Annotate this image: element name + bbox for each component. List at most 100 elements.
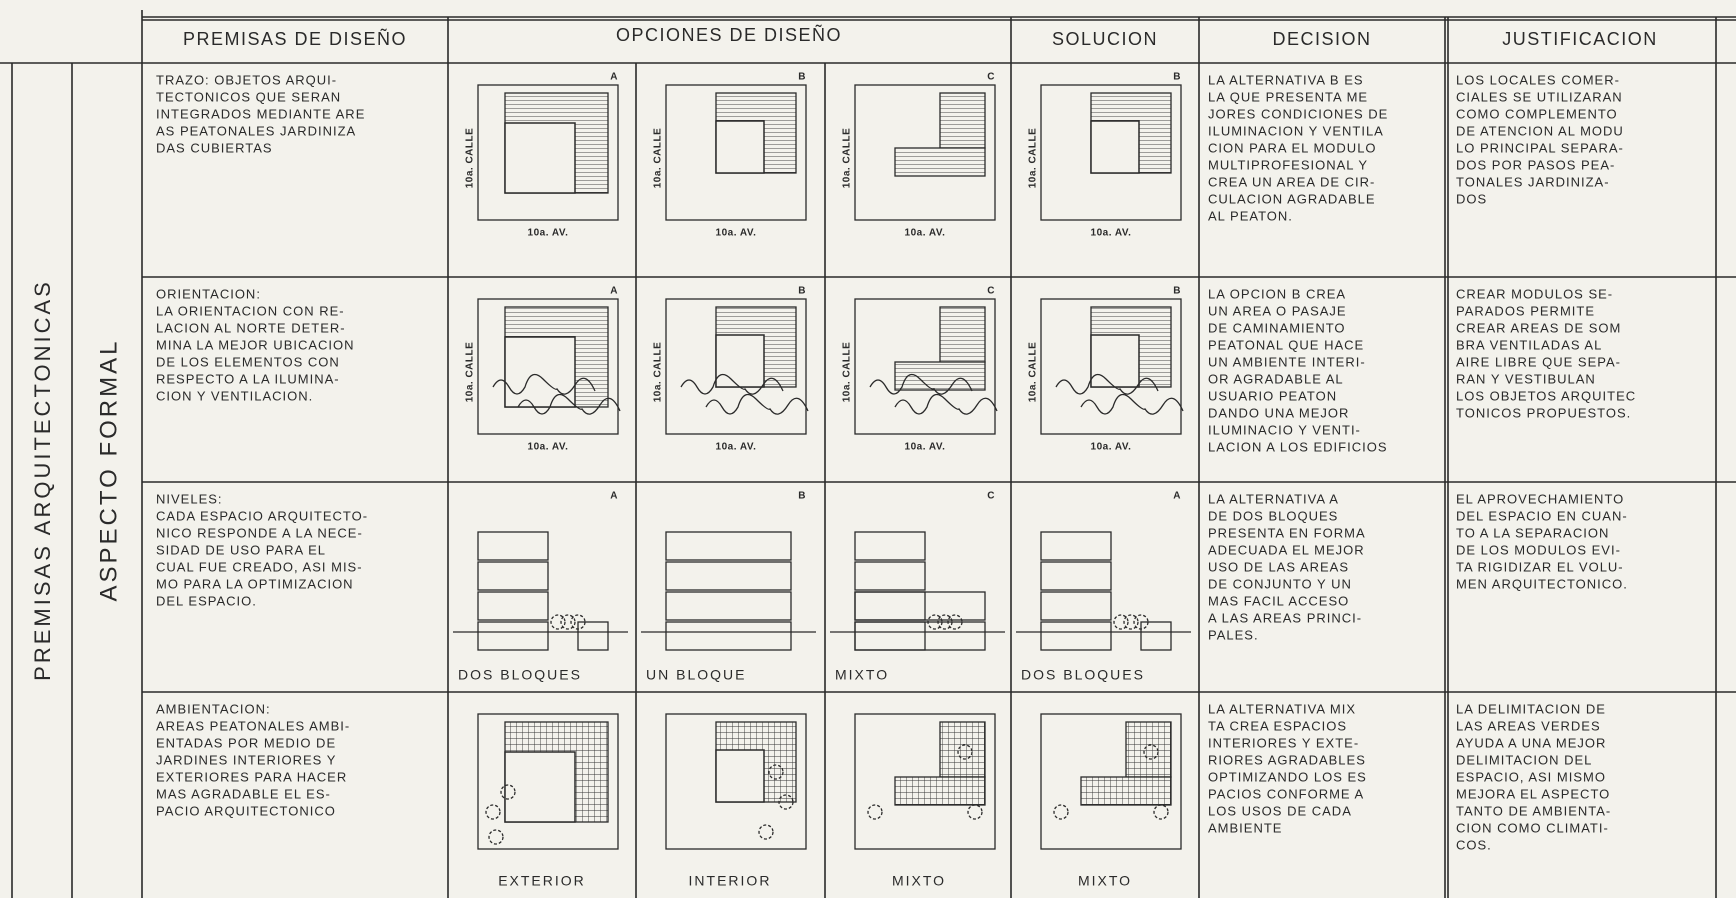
justification-text: DOS [1456,191,1487,206]
premise-text: RESPECTO A LA ILUMINA- [156,371,340,386]
premise-text: LACION AL NORTE DETER- [156,320,346,335]
premise-text: DEL ESPACIO. [156,593,257,608]
sketch-line [1080,393,1184,415]
premise-text: ORIENTACION: [156,286,261,301]
avenue-label: 10a. AV. [716,228,757,239]
justification-text: LA DELIMITACION DE [1456,701,1606,716]
tree [768,764,784,780]
floor [577,621,609,651]
floor [854,621,986,651]
street-label: 10a. CALLE [465,342,476,403]
option-letter: B [1173,286,1181,297]
floor [477,531,549,561]
open-block [1090,334,1140,388]
decision-text: PACIOS CONFORME A [1208,786,1364,801]
floor [665,531,792,561]
floor [854,591,926,621]
decision-text: LACION A LOS EDIFICIOS [1208,439,1388,454]
premise-text: AREAS PEATONALES AMBI- [156,718,350,733]
floor [665,561,792,591]
tree [927,614,943,630]
open-block [715,749,765,803]
tree [550,614,566,630]
tree [1053,804,1069,820]
decision-text: CION PARA EL MODULO [1208,140,1377,155]
decision-text: LA ALTERNATIVA MIX [1208,701,1356,716]
hatched-block [894,361,986,391]
site-outline [477,298,619,435]
site-outline [1040,298,1182,435]
decision-text: PEATONAL QUE HACE [1208,337,1364,352]
floor [1040,531,1112,561]
tree [937,614,953,630]
floor [665,621,792,651]
justification-text: RAN Y VESTIBULAN [1456,371,1596,386]
decision-text: JORES CONDICIONES DE [1208,106,1388,121]
floor [1140,621,1172,651]
header-cell: OPCIONES DE DISEÑO [616,24,842,45]
open-block [504,751,576,823]
site-outline [854,298,996,435]
tree [867,804,883,820]
justification-text: DE LOS MODULOS EVI- [1456,542,1621,557]
justification-text: PARADOS PERMITE [1456,303,1595,318]
table-lines [0,10,1736,898]
header-cell: SOLUCION [1052,29,1158,49]
premise-text: NICO RESPONDE A LA NECE- [156,525,363,540]
option-caption: MIXTO [835,667,889,683]
decision-text: AL PEATON. [1208,208,1293,223]
tree [778,794,794,810]
floor [665,591,792,621]
option-letter: C [987,491,995,502]
premise-text: TRAZO: OBJETOS ARQUI- [156,72,337,87]
decision-text: MULTIPROFESIONAL Y [1208,157,1368,172]
floor [854,561,926,591]
justification-text: ESPACIO, ASI MISMO [1456,769,1606,784]
decision-text: A LAS AREAS PRINCI- [1208,610,1362,625]
decision-text: OPTIMIZANDO LOS ES [1208,769,1367,784]
option-letter: B [798,286,806,297]
option-caption: MIXTO [1078,873,1132,889]
justification-text: LAS AREAS VERDES [1456,718,1601,733]
avenue-label: 10a. AV. [905,442,946,453]
option-caption: EXTERIOR [498,873,586,889]
avenue-label: 10a. AV. [1091,442,1132,453]
street-label: 10a. CALLE [842,342,853,403]
justification-text: EL APROVECHAMIENTO [1456,491,1624,506]
decision-text: DE DOS BLOQUES [1208,508,1338,523]
justification-text: COS. [1456,837,1492,852]
option-letter: C [987,72,995,83]
premise-text: TECTONICOS QUE SERAN [156,89,341,104]
open-block [504,122,576,194]
sketch-line [1055,373,1159,395]
justification-text: LO PRINCIPAL SEPARA- [1456,140,1624,155]
premise-text: MAS AGRADABLE EL ES- [156,786,331,801]
premise-text: EXTERIORES PARA HACER [156,769,347,784]
decision-text: LA ALTERNATIVA B ES [1208,72,1364,87]
justification-text: CIALES SE UTILIZARAN [1456,89,1623,104]
justification-text: TANTO DE AMBIENTA- [1456,803,1611,818]
street-label: 10a. CALLE [1028,128,1039,189]
justification-text: BRA VENTILADAS AL [1456,337,1602,352]
decision-text: INTERIORES Y EXTE- [1208,735,1359,750]
premise-text: JARDINES INTERIORES Y [156,752,336,767]
site-outline [854,713,996,850]
justification-text: COMO COMPLEMENTO [1456,106,1618,121]
floor [1040,561,1112,591]
open-block [715,334,765,388]
avenue-label: 10a. AV. [905,228,946,239]
site-outline [854,84,996,221]
street-label: 10a. CALLE [653,342,664,403]
tree [570,614,586,630]
avenue-label: 10a. AV. [528,442,569,453]
justification-text: TONICOS PROPUESTOS. [1456,405,1631,420]
sketch-line [492,373,596,395]
hatched-block [1080,776,1172,806]
decision-text: OR AGRADABLE AL [1208,371,1344,386]
decision-text: CULACION AGRADABLE [1208,191,1376,206]
decision-text: DANDO UNA MEJOR [1208,405,1349,420]
tree [488,829,504,845]
premise-text: DE LOS ELEMENTOS CON [156,354,340,369]
premise-text: INTEGRADOS MEDIANTE ARE [156,106,365,121]
premise-text: MO PARA LA OPTIMIZACION [156,576,354,591]
